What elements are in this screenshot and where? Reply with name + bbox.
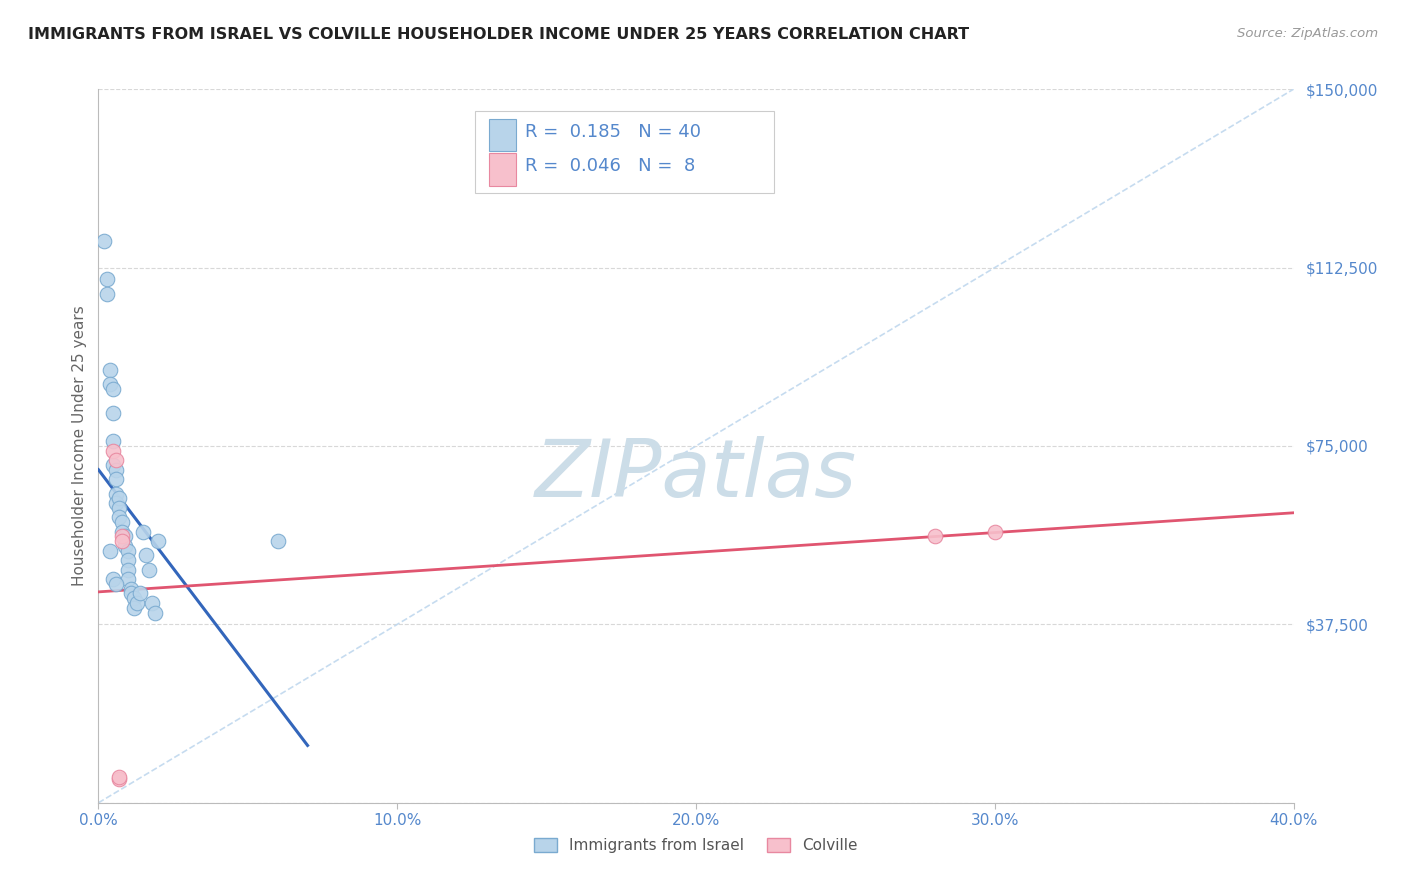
Point bbox=[108, 491, 131, 506]
Point bbox=[117, 572, 139, 586]
FancyBboxPatch shape bbox=[489, 120, 516, 152]
Point bbox=[114, 539, 136, 553]
Point bbox=[105, 453, 128, 467]
Point bbox=[98, 377, 122, 392]
Point bbox=[924, 529, 946, 543]
FancyBboxPatch shape bbox=[489, 153, 516, 186]
Point bbox=[103, 382, 125, 396]
Point bbox=[108, 500, 131, 515]
Point bbox=[108, 510, 131, 524]
Point bbox=[120, 586, 142, 600]
Point bbox=[108, 770, 131, 784]
Point bbox=[103, 434, 125, 449]
Legend: Immigrants from Israel, Colville: Immigrants from Israel, Colville bbox=[529, 831, 863, 859]
Point bbox=[124, 600, 146, 615]
Point bbox=[105, 577, 128, 591]
Point bbox=[111, 515, 134, 529]
Point bbox=[105, 486, 128, 500]
Point bbox=[148, 534, 170, 549]
Point bbox=[143, 606, 166, 620]
Point bbox=[105, 472, 128, 486]
Y-axis label: Householder Income Under 25 years: Householder Income Under 25 years bbox=[72, 306, 87, 586]
Point bbox=[105, 496, 128, 510]
Point bbox=[135, 549, 157, 563]
Point bbox=[105, 463, 128, 477]
Text: Source: ZipAtlas.com: Source: ZipAtlas.com bbox=[1237, 27, 1378, 40]
Point bbox=[141, 596, 163, 610]
Text: R =  0.046   N =  8: R = 0.046 N = 8 bbox=[524, 157, 696, 175]
Point bbox=[96, 272, 118, 286]
FancyBboxPatch shape bbox=[475, 111, 773, 193]
Point bbox=[111, 534, 134, 549]
Point bbox=[98, 363, 122, 377]
Point bbox=[120, 582, 142, 596]
Point bbox=[124, 591, 146, 606]
Point bbox=[117, 553, 139, 567]
Text: IMMIGRANTS FROM ISRAEL VS COLVILLE HOUSEHOLDER INCOME UNDER 25 YEARS CORRELATION: IMMIGRANTS FROM ISRAEL VS COLVILLE HOUSE… bbox=[28, 27, 969, 42]
Point bbox=[108, 772, 131, 786]
Point bbox=[103, 443, 125, 458]
Point bbox=[93, 235, 115, 249]
Point bbox=[117, 563, 139, 577]
Point bbox=[267, 534, 290, 549]
Point bbox=[129, 586, 152, 600]
Point bbox=[103, 572, 125, 586]
Point bbox=[111, 524, 134, 539]
Point bbox=[132, 524, 155, 539]
Text: R =  0.185   N = 40: R = 0.185 N = 40 bbox=[524, 123, 702, 141]
Point bbox=[98, 543, 122, 558]
Point bbox=[103, 458, 125, 472]
Point bbox=[96, 286, 118, 301]
Text: ZIPatlas: ZIPatlas bbox=[534, 435, 858, 514]
Point bbox=[127, 596, 149, 610]
Point bbox=[984, 524, 1007, 539]
Point bbox=[117, 543, 139, 558]
Point bbox=[111, 529, 134, 543]
Point bbox=[103, 406, 125, 420]
Point bbox=[138, 563, 160, 577]
Point bbox=[114, 529, 136, 543]
